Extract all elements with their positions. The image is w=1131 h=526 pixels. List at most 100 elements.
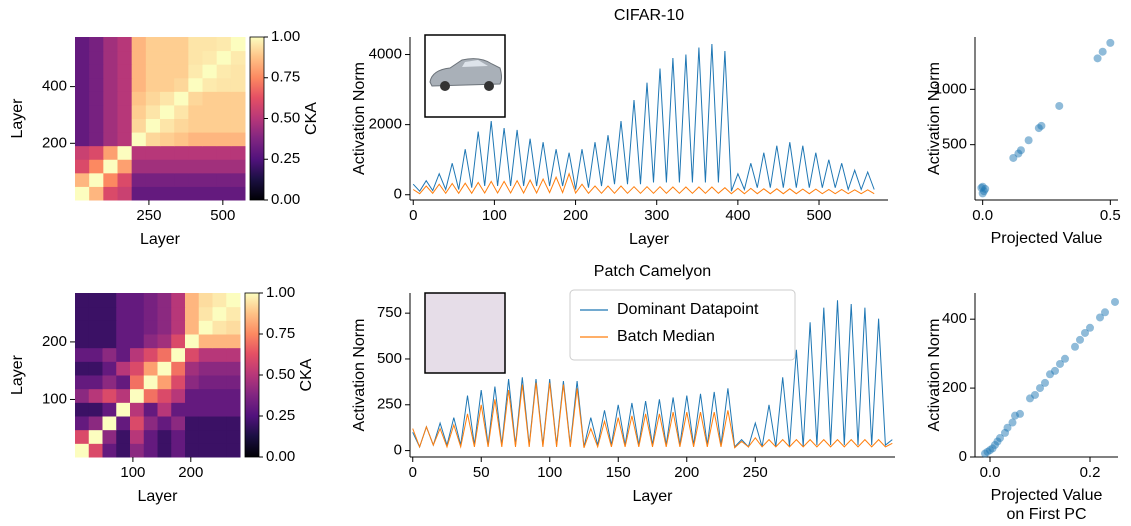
heatmap-cell	[130, 443, 145, 458]
scatter-point	[1037, 121, 1046, 130]
scatter-point	[1016, 409, 1024, 418]
heatmap-cell	[131, 132, 147, 147]
x-tick-label: 150	[606, 464, 631, 481]
heatmap-cell	[185, 402, 200, 417]
heatmap-cell	[185, 429, 200, 444]
colorbar	[244, 292, 260, 458]
colorbar-label: CKA	[298, 358, 315, 391]
heatmap-cell	[230, 172, 246, 187]
heatmap-cell	[212, 293, 227, 308]
heatmap-cell	[130, 347, 145, 362]
scatter-point	[1076, 335, 1084, 344]
heatmap-cell	[202, 159, 218, 174]
scatter-point	[1051, 366, 1059, 375]
x-tick-label: 0.5	[1100, 207, 1121, 224]
heatmap-cell	[130, 375, 145, 390]
y-tick-label: 200	[942, 379, 967, 396]
heatmap-cell	[188, 77, 203, 92]
heatmap-cell	[145, 91, 161, 106]
scatter-point	[1031, 390, 1039, 399]
scatter-point	[1036, 384, 1044, 393]
heatmap-cell	[88, 416, 103, 431]
scatter-point	[1093, 54, 1102, 63]
heatmap-cell	[160, 118, 175, 133]
heatmap-cell	[202, 145, 218, 160]
heatmap-cell	[174, 91, 189, 106]
heatmap-cell	[131, 159, 147, 174]
y-tick-label: 500	[942, 136, 967, 153]
heatmap-cell	[157, 361, 172, 376]
heatmap-cell	[131, 186, 147, 201]
heatmap-cell	[103, 145, 118, 160]
heatmap-cell	[130, 293, 145, 308]
heatmap-cell	[75, 159, 90, 174]
legend-label: Batch Median	[617, 328, 715, 345]
heatmap-cell	[160, 37, 175, 52]
tissue-inset	[424, 292, 506, 374]
heatmap-cell	[75, 388, 90, 403]
heatmap-cell	[75, 334, 90, 349]
heatmap-cell	[230, 77, 246, 92]
y-tick-label: 750	[377, 304, 402, 321]
heatmap-cell	[185, 388, 200, 403]
heatmap-cell	[130, 361, 145, 376]
heatmap-cell	[75, 361, 90, 376]
heatmap-cell	[130, 429, 145, 444]
heatmap-cell	[75, 402, 90, 417]
heatmap-cell	[89, 50, 104, 65]
colorbar-tick-label: 0.50	[271, 109, 300, 126]
heatmap-cell	[185, 334, 200, 349]
heatmap-cell	[103, 37, 118, 52]
heatmap-cell	[102, 388, 117, 403]
scatter-point	[1071, 342, 1079, 351]
heatmap-cell	[212, 416, 227, 431]
heatmap-cell	[75, 50, 90, 65]
heatmap-cell	[202, 91, 218, 106]
y-tick-label: 0	[394, 186, 402, 203]
heatmap-cell	[212, 402, 227, 417]
heatmap-cell	[75, 375, 90, 390]
heatmap-cell	[88, 402, 103, 417]
heatmap-cell	[145, 64, 161, 79]
heatmap-cell	[226, 347, 241, 362]
heatmap-cell	[160, 64, 175, 79]
heatmap-cell	[103, 132, 118, 147]
line-series	[412, 43, 875, 193]
y-tick-label: 500	[377, 350, 402, 367]
heatmap-cell	[216, 50, 232, 65]
heatmap-cell	[198, 402, 213, 417]
colorbar	[249, 36, 265, 201]
scatter-point	[1055, 101, 1064, 110]
heatmap-cell	[143, 334, 158, 349]
heatmap-cell	[157, 306, 172, 321]
heatmap-cell	[88, 443, 103, 458]
x-tick-label: 0.2	[1080, 464, 1101, 481]
heatmap-cell	[226, 375, 241, 390]
heatmap-cell	[198, 443, 213, 458]
heatmap-cell	[117, 50, 133, 65]
heatmap-cell	[202, 172, 218, 187]
heatmap-cell	[75, 429, 90, 444]
heatmap-cell	[103, 172, 118, 187]
heatmap-cell	[88, 388, 103, 403]
x-axis-label: Layer	[629, 231, 670, 248]
heatmap-cell	[116, 347, 131, 362]
heatmap-cell	[145, 77, 161, 92]
heatmap-cell	[171, 361, 186, 376]
heatmap-cell	[131, 77, 147, 92]
legend-box	[569, 289, 796, 361]
car-wheel	[440, 81, 450, 91]
chart-title: CIFAR-10	[614, 7, 684, 24]
x-axis-label: Layer	[137, 488, 178, 505]
colorbar-tick-label: 1.00	[266, 284, 295, 301]
scatter-point	[1016, 146, 1025, 155]
heatmap-cell	[131, 50, 147, 65]
heatmap-cell	[226, 429, 241, 444]
heatmap-cell	[102, 306, 117, 321]
scatter-point	[1098, 47, 1107, 56]
x-tick-label: 0	[409, 207, 417, 224]
x-tick-label: 100	[120, 464, 145, 481]
scatter-point	[996, 434, 1004, 443]
x-tick-label: 0.0	[980, 464, 1001, 481]
heatmap-cell	[185, 306, 200, 321]
